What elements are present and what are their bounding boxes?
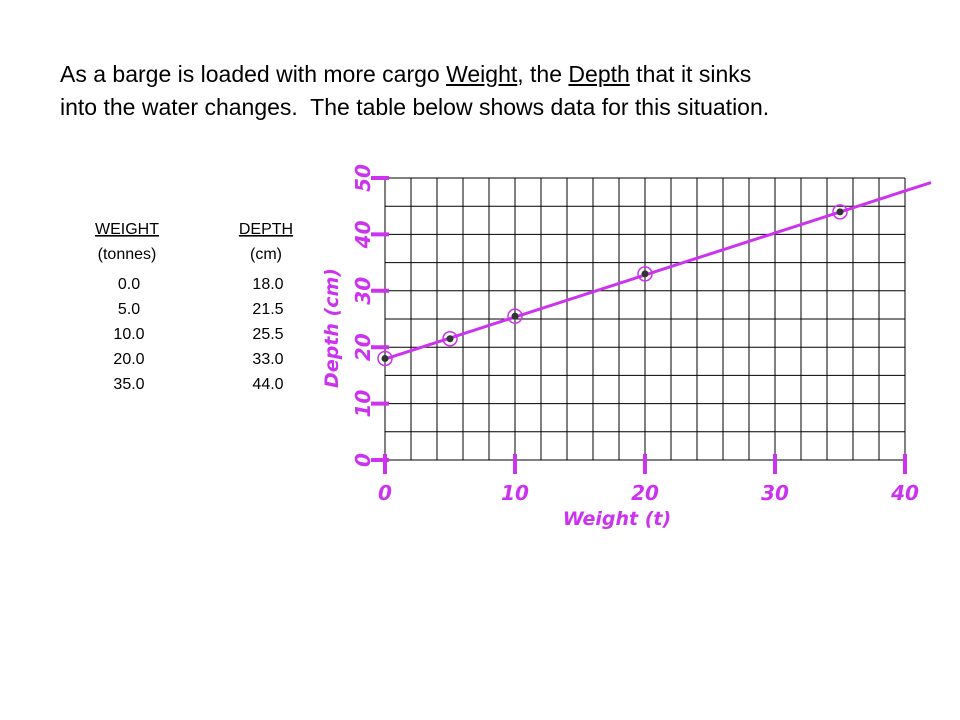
point <box>381 354 389 362</box>
table-header: WEIGHT <box>95 221 159 238</box>
point-ring <box>377 350 393 367</box>
text: that it sinks <box>629 61 752 87</box>
text: into the water changes. The table below … <box>60 94 770 120</box>
y-tick-label: 0 <box>351 453 375 467</box>
table-cell: 33.0 <box>252 351 283 368</box>
table-cell: 0.0 <box>118 276 140 293</box>
table-cell: 18.0 <box>252 276 283 293</box>
table-cell: 44.0 <box>252 376 283 393</box>
point <box>641 270 649 278</box>
point <box>446 335 454 343</box>
text: Weight <box>446 61 518 87</box>
text: , the <box>517 61 569 87</box>
x-tick-label: 30 <box>761 481 789 505</box>
table-header: DEPTH <box>239 221 293 238</box>
table-cell: 5.0 <box>118 301 140 318</box>
y-tick-label: 30 <box>351 277 375 305</box>
x-tick-label: 20 <box>631 481 659 505</box>
table-header: (tonnes) <box>98 246 157 263</box>
text: As a barge is loaded with more cargo <box>60 61 447 87</box>
point <box>511 312 519 320</box>
table-cell: 21.5 <box>252 301 283 318</box>
y-tick-label: 10 <box>351 390 375 418</box>
point-ring <box>507 308 523 324</box>
point-ring <box>637 266 653 282</box>
point-ring <box>832 204 848 220</box>
point <box>836 208 844 216</box>
y-tick-label: 50 <box>351 164 375 192</box>
table-cell: 10.0 <box>113 326 144 343</box>
x-axis-label: Weight (t) <box>563 508 671 530</box>
intro-text: As a barge is loaded with more cargo Wei… <box>60 58 769 124</box>
y-tick-label: 20 <box>351 333 375 361</box>
table-cell: 35.0 <box>113 376 144 393</box>
table-header: (cm) <box>250 246 282 263</box>
y-axis-label: Depth (cm) <box>321 268 343 388</box>
trend-line <box>384 181 932 361</box>
table-cell: 20.0 <box>113 351 144 368</box>
x-tick-label: 40 <box>890 481 919 505</box>
x-tick-label: 0 <box>378 481 392 505</box>
point-ring <box>442 330 458 347</box>
table-cell: 25.5 <box>252 326 283 343</box>
y-tick-label: 40 <box>351 220 375 249</box>
text: Depth <box>568 61 630 87</box>
x-tick-label: 10 <box>501 481 529 505</box>
